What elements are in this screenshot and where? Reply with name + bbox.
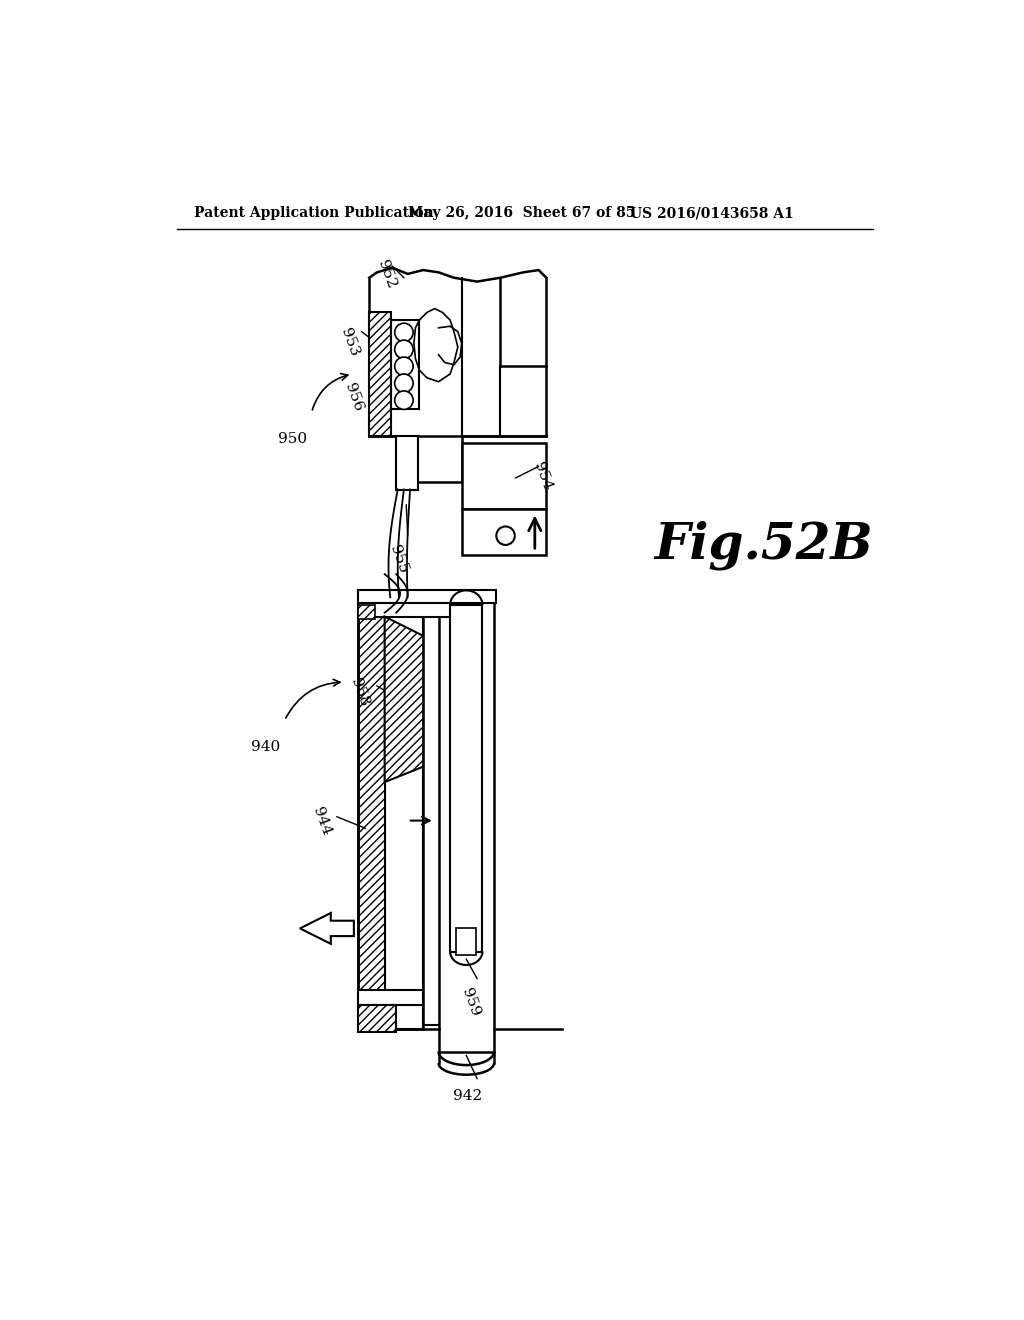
Bar (462, 444, 547, 508)
Bar (357, 990, 423, 1006)
Text: 942: 942 (454, 1089, 482, 1102)
Bar (396, 436, 418, 490)
Text: Patent Application Publication: Patent Application Publication (194, 206, 433, 220)
Bar (357, 1006, 396, 1032)
Text: May 26, 2016  Sheet 67 of 85: May 26, 2016 Sheet 67 of 85 (408, 206, 635, 220)
Bar (451, 605, 482, 952)
Text: 954: 954 (531, 461, 554, 492)
Text: Fig.52B: Fig.52B (654, 520, 872, 570)
Polygon shape (385, 616, 423, 781)
Bar (357, 601, 469, 616)
Text: 955: 955 (387, 544, 410, 576)
Circle shape (497, 527, 515, 545)
Text: 953: 953 (339, 326, 361, 358)
Circle shape (394, 341, 413, 359)
Text: US 2016/0143658 A1: US 2016/0143658 A1 (630, 206, 794, 220)
Text: 956: 956 (342, 381, 366, 414)
Bar (357, 612, 423, 1028)
Bar (438, 597, 494, 1052)
FancyArrowPatch shape (286, 680, 340, 718)
Text: 958: 958 (348, 676, 372, 708)
Circle shape (394, 391, 413, 409)
Bar (357, 605, 375, 619)
Text: 940: 940 (251, 739, 280, 754)
FancyArrowPatch shape (312, 374, 348, 409)
Circle shape (394, 356, 413, 376)
Bar (370, 313, 391, 436)
Text: 950: 950 (278, 432, 307, 446)
Bar (462, 508, 547, 554)
Circle shape (394, 323, 413, 342)
Text: 952: 952 (376, 259, 398, 290)
Polygon shape (300, 913, 354, 944)
Text: 959: 959 (460, 986, 482, 1018)
Bar (457, 928, 476, 956)
Circle shape (394, 374, 413, 392)
Bar (357, 590, 497, 603)
Bar (385, 612, 423, 1028)
Text: 944: 944 (310, 805, 333, 837)
